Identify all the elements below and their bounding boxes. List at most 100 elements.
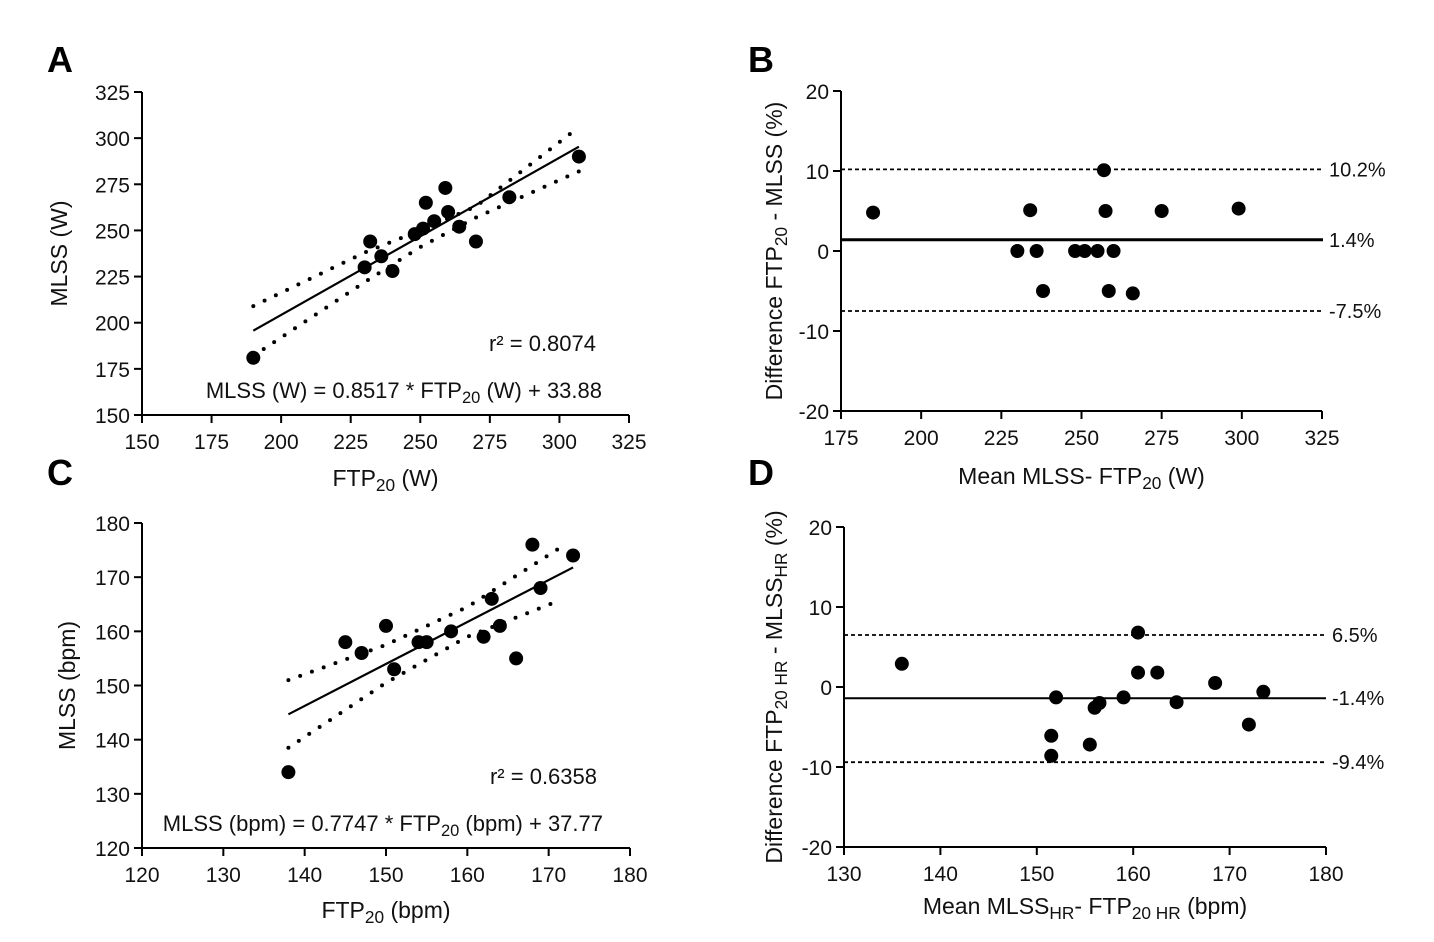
data-point: [444, 624, 459, 639]
y-axis-title: MLSS (W): [46, 200, 72, 306]
text-span: FTP: [332, 465, 375, 491]
x-tick-label: 120: [124, 864, 159, 887]
upper-limit-label: 6.5%: [1332, 625, 1378, 647]
data-point: [1023, 203, 1038, 218]
ci-lower-band: [286, 599, 559, 750]
y-axis-title: MLSS (bpm): [54, 621, 80, 750]
data-point: [1077, 244, 1092, 258]
data-point: [1090, 244, 1105, 258]
data-point: [1150, 665, 1165, 680]
x-tick-label: 130: [826, 863, 861, 886]
data-point: [441, 204, 456, 219]
panel-C: C 120 130 140 150 160 170 180 120 130 140 150 160 170…: [47, 452, 648, 927]
text-span: FTP: [321, 897, 364, 923]
upper-limit-label: 10.2%: [1329, 159, 1386, 181]
x-tick-label: 150: [124, 431, 159, 454]
data-point: [1116, 690, 1131, 705]
data-point: [419, 635, 434, 650]
x-tick-label: 180: [612, 864, 647, 887]
y-tick-label: 150: [95, 405, 130, 428]
y-tick-label: 150: [95, 676, 130, 699]
regression-equation: MLSS (bpm) = 0.7747 * FTP20 (bpm) + 37.7…: [163, 811, 603, 840]
data-point: [379, 618, 393, 633]
data-point: [338, 635, 353, 650]
data-point: [1068, 244, 1083, 258]
data-point: [1098, 204, 1113, 218]
data-point: [1131, 665, 1146, 680]
data-point: [452, 219, 467, 234]
text-span: - MLSS (%): [761, 102, 787, 227]
subscript: HR: [1049, 903, 1074, 923]
text-span: MLSS (bpm): [54, 621, 80, 750]
data-point: [571, 149, 586, 164]
subscript: 20: [771, 227, 791, 246]
x-tick-label: 300: [542, 431, 577, 454]
data-point: [502, 190, 517, 205]
panel-letter: C: [47, 452, 73, 493]
data-point: [1044, 728, 1059, 743]
data-point: [438, 180, 453, 195]
y-tick-label: 225: [95, 267, 130, 290]
data-point: [484, 591, 499, 606]
data-point: [1208, 676, 1223, 690]
text-span: (%): [761, 510, 787, 552]
data-point: [492, 618, 507, 633]
x-tick-label: 160: [1116, 863, 1151, 886]
data-point: [1241, 717, 1256, 732]
x-tick-label: 250: [403, 431, 438, 454]
ci-lower-band: [251, 169, 581, 358]
data-point: [468, 234, 483, 249]
x-tick-label: 170: [1212, 863, 1247, 886]
data-point: [866, 205, 881, 220]
panel-letter: D: [748, 452, 774, 493]
text-span: (W): [395, 465, 438, 491]
text-span: (bpm): [384, 897, 450, 923]
subscript: 20: [1142, 473, 1161, 493]
data-point: [1036, 284, 1051, 298]
x-tick-label: 140: [923, 863, 958, 886]
y-tick-label: 170: [95, 567, 130, 590]
subscript: 20: [365, 907, 384, 927]
x-tick-label: 325: [1304, 427, 1339, 450]
data-point: [1256, 684, 1271, 699]
y-tick-label: 160: [95, 621, 130, 644]
text-span: Difference FTP: [761, 709, 787, 863]
x-tick-label: 275: [1144, 427, 1179, 450]
data-point: [533, 581, 548, 595]
data-point: [374, 249, 389, 264]
text-span: Mean MLSS: [923, 893, 1050, 919]
panel-letter: B: [748, 39, 774, 80]
x-tick-label: 300: [1224, 427, 1259, 450]
data-point: [1082, 737, 1097, 752]
data-point: [1029, 244, 1044, 258]
data-point: [1169, 695, 1184, 710]
text-span: MLSS (W): [46, 200, 72, 306]
y-tick-label: 20: [809, 517, 832, 540]
x-tick-label: 170: [531, 864, 566, 887]
r-squared-label: r² = 0.6358: [490, 764, 597, 789]
data-point: [1092, 696, 1107, 710]
text-span: - MLSS: [761, 577, 787, 660]
data-point: [1131, 625, 1146, 640]
y-tick-label: 0: [820, 677, 832, 700]
ci-upper-band: [286, 542, 567, 683]
x-axis-title: FTP20 (bpm): [321, 897, 450, 927]
x-tick-label: 150: [368, 864, 403, 887]
y-tick-label: 275: [95, 174, 130, 197]
data-point: [427, 214, 442, 229]
y-tick-label: -20: [799, 401, 829, 424]
y-axis-title: Difference FTP20 HR - MLSSHR (%): [761, 510, 791, 863]
text-span: (bpm): [1181, 893, 1247, 919]
y-tick-label: -20: [802, 837, 832, 860]
panel-letter: A: [47, 39, 73, 80]
x-tick-label: 140: [287, 864, 322, 887]
data-point: [387, 662, 402, 677]
data-point: [566, 548, 581, 563]
y-tick-label: 300: [95, 128, 130, 151]
bias-label: 1.4%: [1329, 230, 1375, 252]
data-point: [894, 656, 909, 671]
data-point: [418, 195, 433, 210]
subscript: 20: [441, 822, 459, 840]
